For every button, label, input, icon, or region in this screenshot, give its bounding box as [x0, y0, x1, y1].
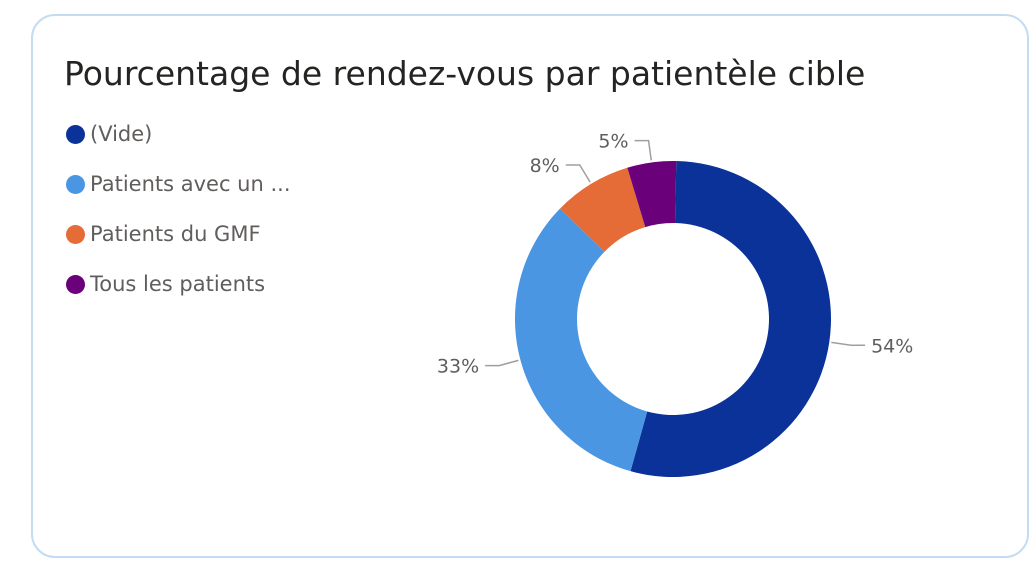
legend-dot-icon: [66, 274, 85, 294]
legend-item-patients-avec-un[interactable]: Patients avec un ...: [66, 171, 291, 197]
legend-item-patients-du-gmf[interactable]: Patients du GMF: [66, 221, 291, 247]
chart-title: Pourcentage de rendez-vous par patientèl…: [64, 54, 866, 93]
donut-slice-patients-avec-un[interactable]: [515, 208, 648, 472]
donut-slice-vide[interactable]: [630, 161, 831, 477]
leader-line: [565, 164, 591, 183]
legend-label: Tous les patients: [90, 272, 266, 296]
legend-dot-icon: [66, 174, 85, 194]
donut-slice-tous-les-patients[interactable]: [627, 161, 677, 228]
legend-item-tous-les-patients[interactable]: Tous les patients: [66, 271, 291, 297]
data-label-patients-du-gmf: 8%: [530, 155, 560, 177]
leader-line: [831, 341, 866, 347]
leader-line: [485, 359, 519, 367]
legend-label: Patients avec un ...: [90, 172, 291, 196]
legend-label: Patients du GMF: [90, 222, 261, 246]
legend-dot-icon: [66, 124, 85, 144]
data-label-tous-les-patients: 5%: [598, 131, 628, 153]
legend-label: (Vide): [90, 122, 153, 146]
legend-dot-icon: [66, 224, 85, 244]
donut-slice-patients-du-gmf[interactable]: [560, 167, 646, 252]
legend: (Vide) Patients avec un ... Patients du …: [66, 121, 291, 321]
legend-item-vide[interactable]: (Vide): [66, 121, 291, 147]
data-label-vide: 54%: [871, 335, 913, 357]
leader-line: [634, 139, 653, 161]
data-label-patients-avec-un: 33%: [437, 356, 479, 378]
